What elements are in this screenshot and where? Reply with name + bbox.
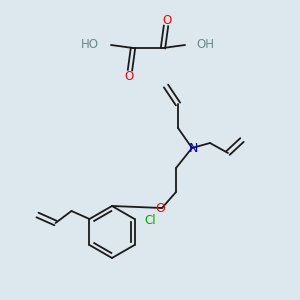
Text: Cl: Cl (145, 214, 156, 226)
Text: O: O (155, 202, 165, 215)
Text: HO: HO (81, 38, 99, 52)
Text: N: N (188, 142, 198, 154)
Text: O: O (124, 70, 134, 83)
Text: O: O (162, 14, 172, 26)
Text: OH: OH (196, 38, 214, 52)
